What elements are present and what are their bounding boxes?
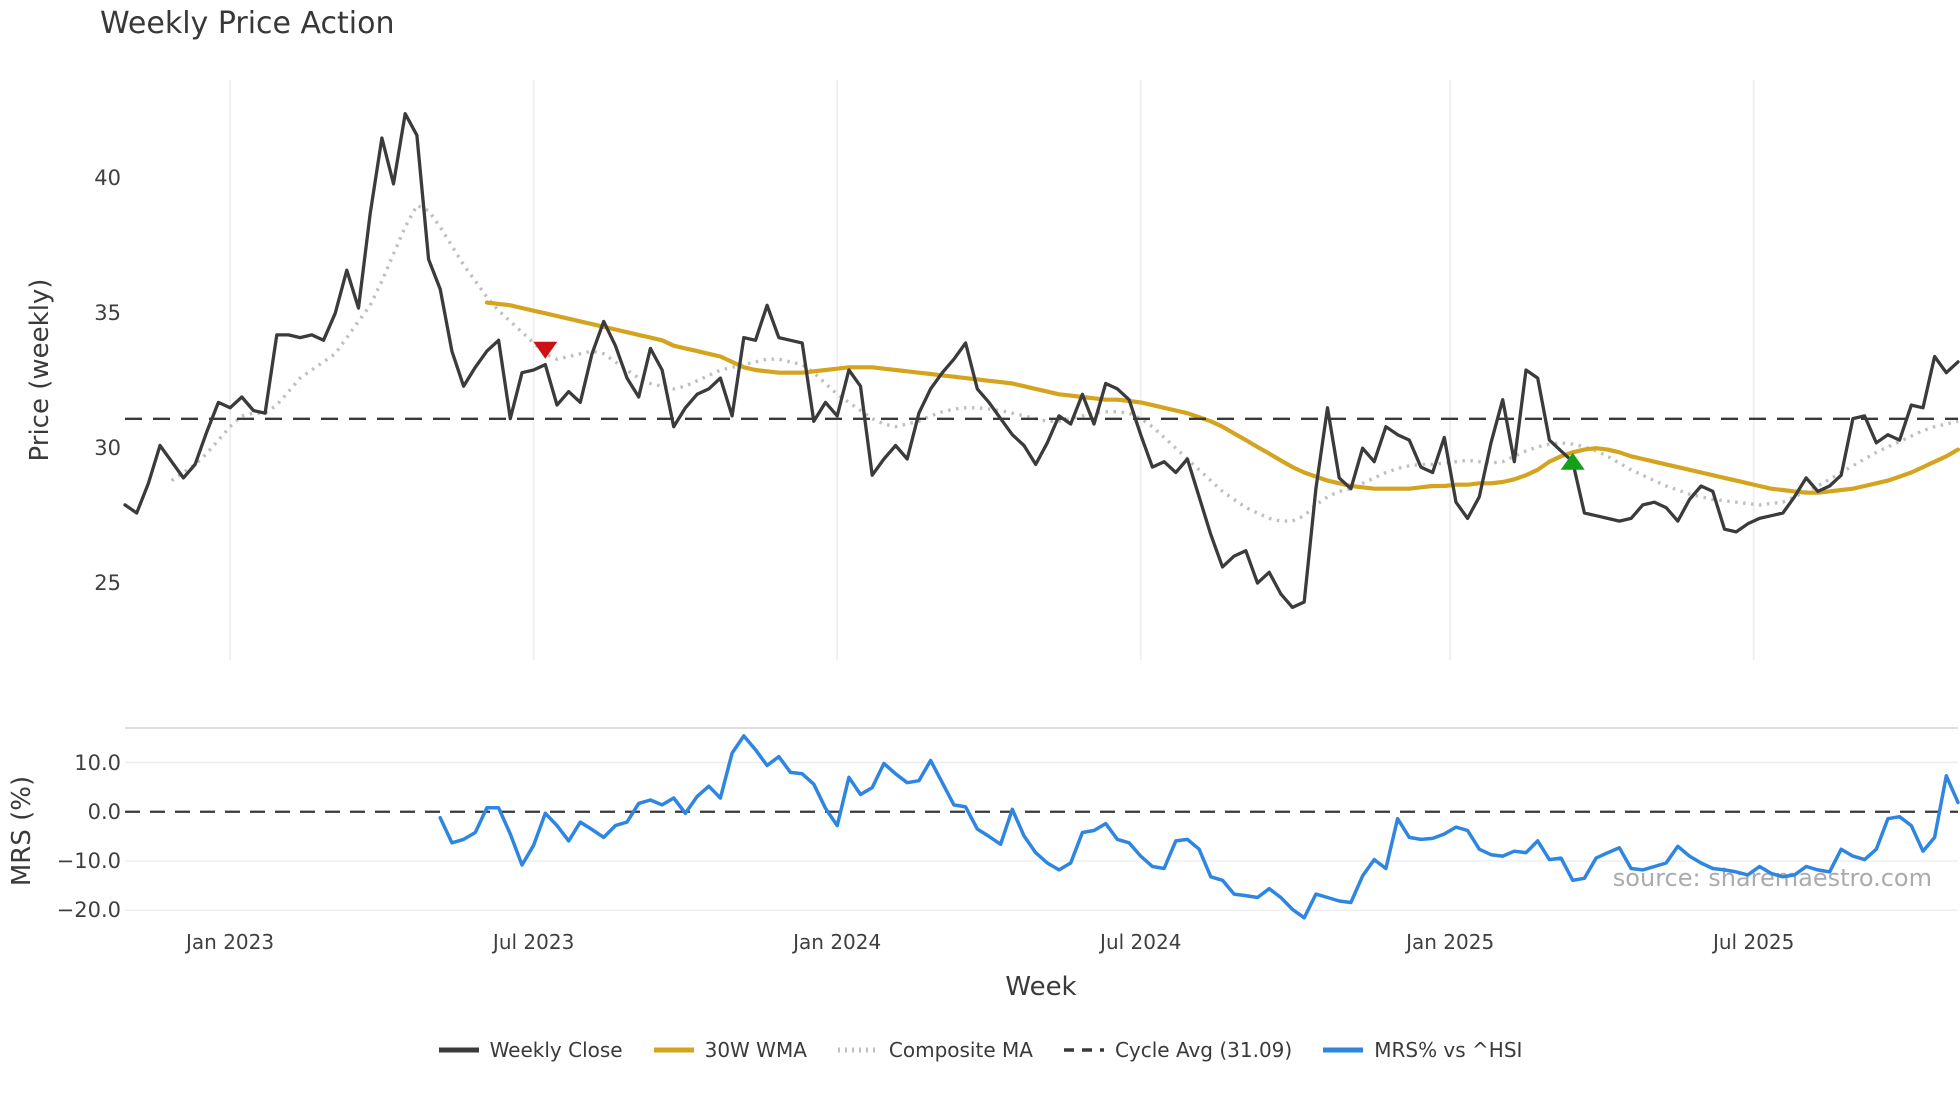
mrs-ytick: −20.0 (56, 898, 121, 923)
x-tick: Jan 2023 (186, 930, 275, 954)
mrs-axis-title: MRS (%) (7, 775, 37, 887)
legend-item-label: 30W WMA (704, 1038, 807, 1062)
legend-item-label: Composite MA (888, 1038, 1033, 1062)
composite-ma-line (170, 203, 1959, 523)
legend: Weekly Close 30W WMA Composite MA Cycle Avg… (0, 1038, 1960, 1062)
buy-signal-marker (1560, 452, 1585, 470)
weekly-close-swatch-icon (438, 1047, 479, 1053)
watermark: source: sharemaestro.com (1612, 864, 1932, 892)
x-tick: Jul 2025 (1712, 930, 1795, 954)
mrs-hsi-swatch-icon (1323, 1047, 1364, 1053)
legend-item-label: Cycle Avg (31.09) (1114, 1038, 1293, 1062)
price-ytick: 40 (94, 166, 121, 191)
wma-30w-line (484, 300, 1960, 495)
price-ytick: 25 (94, 571, 121, 596)
mrs-line (438, 734, 1960, 920)
legend-item-wma-30w: 30W WMA (653, 1038, 807, 1062)
mrs-ytick: 0.0 (87, 799, 121, 824)
legend-item-label: Weekly Close (489, 1038, 623, 1062)
mrs-ytick: 10.0 (74, 750, 121, 775)
composite-ma-swatch-icon (837, 1047, 878, 1053)
cycle-avg-swatch-icon (1063, 1048, 1104, 1052)
x-tick: Jul 2023 (492, 930, 575, 954)
x-tick: Jul 2024 (1100, 930, 1182, 954)
sell-signal-marker (533, 341, 558, 359)
wma-30w-swatch-icon (653, 1047, 694, 1053)
price-ytick: 35 (94, 301, 121, 326)
legend-item-weekly-close: Weekly Close (438, 1038, 623, 1062)
weekly-close-line (123, 112, 1960, 610)
price-axis-title: Price (weekly) (25, 278, 55, 462)
legend-item-composite-ma: Composite MA (837, 1038, 1033, 1062)
x-tick: Jan 2024 (793, 930, 882, 954)
legend-item-cycle-avg: Cycle Avg (31.09) (1063, 1038, 1292, 1062)
price-ytick: 30 (94, 436, 121, 461)
x-tick: Jan 2025 (1406, 930, 1495, 954)
legend-item-mrs-hsi: MRS% vs ^HSI (1322, 1038, 1522, 1062)
legend-item-label: MRS% vs ^HSI (1374, 1038, 1523, 1062)
mrs-ytick: −10.0 (56, 849, 121, 874)
page-title: Weekly Price Action (100, 6, 395, 41)
x-axis-title: Week (1005, 972, 1077, 1002)
